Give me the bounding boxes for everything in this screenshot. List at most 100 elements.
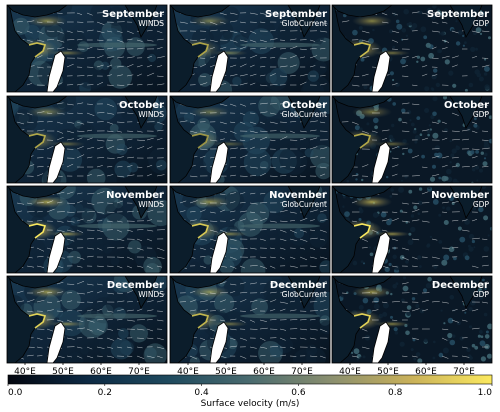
x-tick-label: 40°E bbox=[339, 367, 361, 377]
panel-source-label: GlobCurrent bbox=[282, 290, 327, 299]
colorbar-tick-label: 0.2 bbox=[98, 388, 112, 398]
panel-source-label: GlobCurrent bbox=[282, 110, 327, 119]
arabia-coast bbox=[170, 186, 231, 199]
x-tick-label: 70°E bbox=[291, 367, 313, 377]
arabia-coast bbox=[7, 5, 68, 18]
x-tick-label: 70°E bbox=[453, 367, 475, 377]
colorbar-gradient bbox=[7, 374, 493, 385]
panel-source-label: GDP bbox=[473, 19, 490, 28]
panel-frame bbox=[6, 185, 168, 274]
india-coast bbox=[449, 5, 483, 38]
panel-source-label: GDP bbox=[473, 110, 490, 119]
madagascar-land bbox=[371, 321, 391, 363]
colorbar-tick-label: 1.0 bbox=[478, 388, 493, 398]
panel-source-label: GDP bbox=[473, 290, 490, 299]
x-tick-label: 60°E bbox=[415, 367, 437, 377]
panel-frame bbox=[169, 275, 331, 364]
colorbar-tick-label: 0.4 bbox=[194, 388, 209, 398]
panel-month-title: September bbox=[265, 9, 327, 20]
india-coast bbox=[287, 96, 321, 129]
panel-frame bbox=[6, 95, 168, 184]
india-coast bbox=[124, 276, 158, 309]
panel-month-title: December bbox=[107, 280, 164, 291]
x-tick-label: 60°E bbox=[253, 367, 275, 377]
madagascar-land bbox=[209, 141, 229, 183]
arabia-coast bbox=[7, 96, 68, 109]
x-tick-label: 60°E bbox=[90, 367, 112, 377]
panel-month-title: October bbox=[119, 100, 164, 111]
india-coast bbox=[124, 96, 158, 129]
panel-frame bbox=[331, 185, 493, 274]
panel-source-label: WINDS bbox=[138, 290, 164, 299]
madagascar-land bbox=[46, 231, 66, 273]
panel-grid: SeptemberWINDSSeptemberGlobCurrentSeptem… bbox=[6, 4, 493, 364]
x-tick-label: 50°E bbox=[377, 367, 399, 377]
panel-frame bbox=[331, 95, 493, 184]
velocity-vectors bbox=[341, 280, 489, 359]
madagascar-land bbox=[371, 50, 391, 92]
india-coast bbox=[449, 276, 483, 309]
x-axis-ticks: 40°E 50°E 60°E 70°E 40°E 50°E 60°E 70°E 40°E 50°E… bbox=[14, 363, 475, 377]
madagascar-land bbox=[371, 141, 391, 183]
panel-source-label: GDP bbox=[473, 200, 490, 209]
x-tick-label: 40°E bbox=[14, 367, 36, 377]
india-coast bbox=[449, 96, 483, 129]
madagascar-land bbox=[209, 231, 229, 273]
panel-source-label: GlobCurrent bbox=[282, 200, 327, 209]
india-coast bbox=[287, 276, 321, 309]
india-coast bbox=[287, 5, 321, 38]
madagascar-land bbox=[46, 141, 66, 183]
panel-frame bbox=[169, 95, 331, 184]
velocity-vectors bbox=[16, 12, 165, 87]
panel-frame bbox=[6, 4, 168, 93]
panel-month-title: September bbox=[427, 9, 489, 20]
panel-source-label: WINDS bbox=[138, 200, 164, 209]
panel-source-label: GlobCurrent bbox=[282, 19, 327, 28]
india-coast bbox=[449, 186, 483, 219]
panel-frame bbox=[169, 185, 331, 274]
arabia-coast bbox=[7, 186, 68, 199]
madagascar-land bbox=[209, 50, 229, 92]
arabia-coast bbox=[332, 5, 393, 18]
panel-month-title: November bbox=[106, 190, 164, 201]
panel-month-title: December bbox=[270, 280, 327, 291]
colorbar: 0.0 0.2 0.4 0.6 0.8 1.0 Surface velocity (m/s) bbox=[7, 374, 493, 409]
arabia-coast bbox=[170, 96, 231, 109]
panel-source-label: WINDS bbox=[138, 19, 164, 28]
arabia-coast bbox=[332, 96, 393, 109]
arabia-coast bbox=[170, 5, 231, 18]
madagascar-land bbox=[46, 321, 66, 363]
panel-month-title: October bbox=[444, 100, 489, 111]
colorbar-tick-label: 0.6 bbox=[291, 388, 306, 398]
x-tick-label: 50°E bbox=[52, 367, 74, 377]
madagascar-land bbox=[371, 231, 391, 273]
india-coast bbox=[124, 5, 158, 38]
panel-month-title: October bbox=[282, 100, 327, 111]
panel-frame bbox=[331, 4, 493, 93]
x-tick-label: 70°E bbox=[128, 367, 150, 377]
panel-frame bbox=[169, 4, 331, 93]
panel-frame bbox=[6, 275, 168, 364]
india-coast bbox=[287, 186, 321, 219]
colorbar-tick-label: 0.0 bbox=[8, 388, 23, 398]
panel-month-title: December bbox=[432, 280, 489, 291]
panel-month-title: November bbox=[431, 190, 489, 201]
arabia-coast bbox=[332, 276, 393, 289]
panel-month-title: November bbox=[269, 190, 327, 201]
x-tick-label: 40°E bbox=[177, 367, 199, 377]
panel-frame bbox=[331, 275, 493, 364]
colorbar-tick-label: 0.8 bbox=[388, 388, 403, 398]
x-tick-label: 50°E bbox=[215, 367, 237, 377]
